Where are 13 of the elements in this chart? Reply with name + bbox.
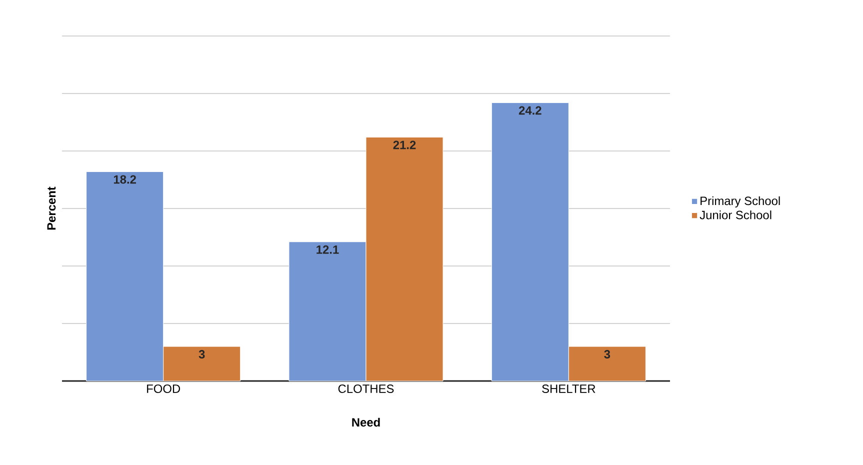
legend-label: Junior School (700, 210, 772, 220)
x-tick-label: FOOD (147, 384, 180, 393)
x-axis-title: Need (352, 418, 380, 427)
y-axis-title: Percent (47, 186, 56, 230)
legend-label: Primary School (700, 196, 780, 208)
data-label: 18.2 (114, 175, 136, 184)
data-label: 24.2 (518, 106, 542, 115)
data-label: 3 (198, 350, 205, 359)
x-tick-label: SHELTER (542, 384, 596, 393)
data-label: 21.2 (393, 140, 416, 150)
data-label: 12.1 (316, 245, 339, 254)
data-label: 3 (604, 350, 610, 359)
x-tick-label: CLOTHES (338, 384, 394, 393)
